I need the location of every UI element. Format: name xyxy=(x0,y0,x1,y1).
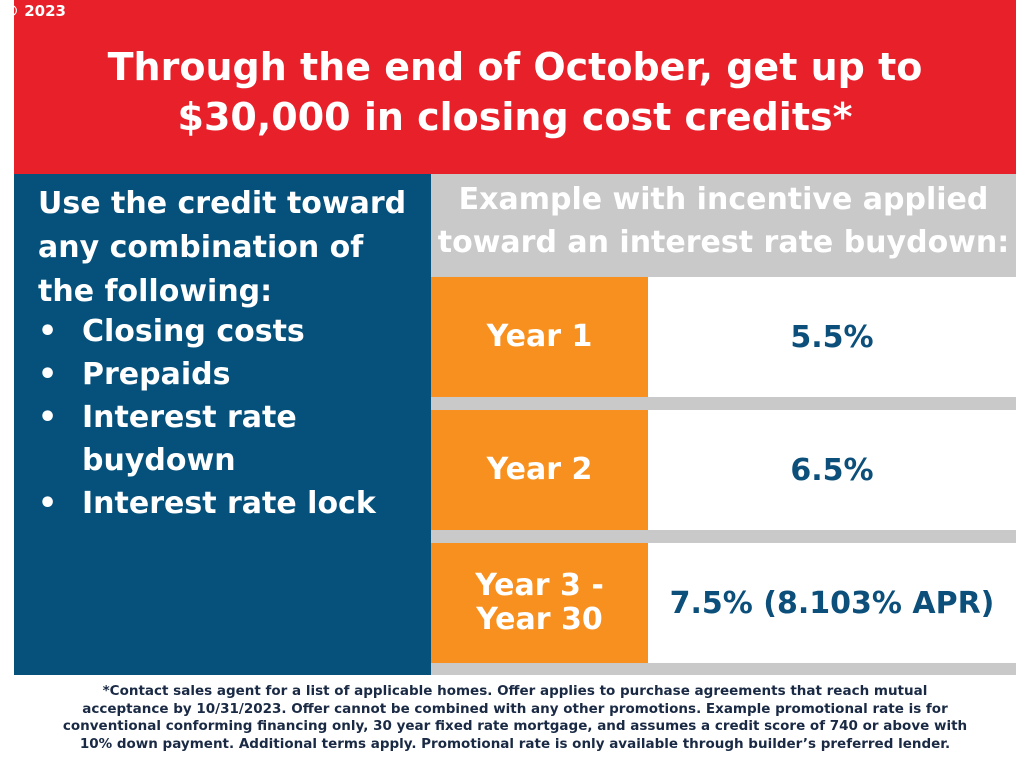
rate-example-panel: Example with incentive applied toward an… xyxy=(431,174,1016,675)
year-label-line-1: Year 2 xyxy=(486,452,593,487)
disclaimer-line-2: acceptance by 10/31/2023. Offer cannot b… xyxy=(82,700,948,717)
disclaimer-line-3: conventional conforming financing only, … xyxy=(62,718,968,734)
bullet-icon: • xyxy=(38,314,58,349)
year-label: Year 1 xyxy=(431,277,648,397)
list-item-label: Interest rate lock xyxy=(82,486,376,521)
list-item-label-line-1: Interest rate xyxy=(82,400,297,435)
example-header: Example with incentive applied toward an… xyxy=(431,178,1016,264)
example-header-line-1: Example with incentive applied xyxy=(458,182,989,217)
disclaimer-footnote: *Contact sales agent for a list of appli… xyxy=(30,683,1000,753)
disclaimer-line-4: 10% down payment. Additional terms apply… xyxy=(79,735,951,752)
copyright-notice: © 2023 xyxy=(4,2,66,20)
credit-uses-intro: Use the credit toward any combination of… xyxy=(38,182,423,314)
year-label-line-2: Year 30 xyxy=(476,602,603,637)
list-item-label: Prepaids xyxy=(82,357,231,392)
bullet-icon: • xyxy=(38,357,58,392)
list-item-prepaids: • Prepaids xyxy=(38,353,423,396)
banner-title-line-2: $30,000 in closing cost credits* xyxy=(177,95,853,139)
banner-title: Through the end of October, get up to $3… xyxy=(108,42,923,142)
year-label: Year 3 - Year 30 xyxy=(431,543,648,663)
example-header-line-2: toward an interest rate buydown: xyxy=(437,225,1010,260)
intro-line-2: any combination of xyxy=(38,230,364,265)
list-item-closing-costs: • Closing costs xyxy=(38,310,423,353)
rate-value: 6.5% xyxy=(648,410,1016,530)
bullet-icon: • xyxy=(38,400,58,435)
disclaimer-line-1: *Contact sales agent for a list of appli… xyxy=(102,683,928,699)
list-item-interest-rate-buydown: • Interest rate buydown xyxy=(38,396,423,482)
year-label: Year 2 xyxy=(431,410,648,530)
bullet-icon: • xyxy=(38,486,58,521)
list-item-label: Closing costs xyxy=(82,314,305,349)
list-item-interest-rate-lock: • Interest rate lock xyxy=(38,482,423,525)
banner-title-line-1: Through the end of October, get up to xyxy=(107,45,923,89)
year-label-line-1: Year 1 xyxy=(486,319,593,354)
rate-value: 5.5% xyxy=(648,277,1016,397)
list-item-label: Interest rate buydown xyxy=(82,396,297,482)
list-item-label-line-2: buydown xyxy=(82,443,236,478)
rate-value: 7.5% (8.103% APR) xyxy=(648,543,1016,663)
credit-uses-list: • Closing costs • Prepaids • Interest ra… xyxy=(38,310,423,525)
rate-row-year-1: Year 1 5.5% xyxy=(431,277,1016,397)
promo-banner: Through the end of October, get up to $3… xyxy=(14,0,1016,174)
rate-row-year-3-30: Year 3 - Year 30 7.5% (8.103% APR) xyxy=(431,543,1016,663)
intro-line-1: Use the credit toward xyxy=(38,186,407,221)
year-label-line-1: Year 3 - xyxy=(475,568,604,603)
rate-row-year-2: Year 2 6.5% xyxy=(431,410,1016,530)
intro-line-3: the following: xyxy=(38,274,273,309)
credit-uses-panel: Use the credit toward any combination of… xyxy=(14,174,431,675)
